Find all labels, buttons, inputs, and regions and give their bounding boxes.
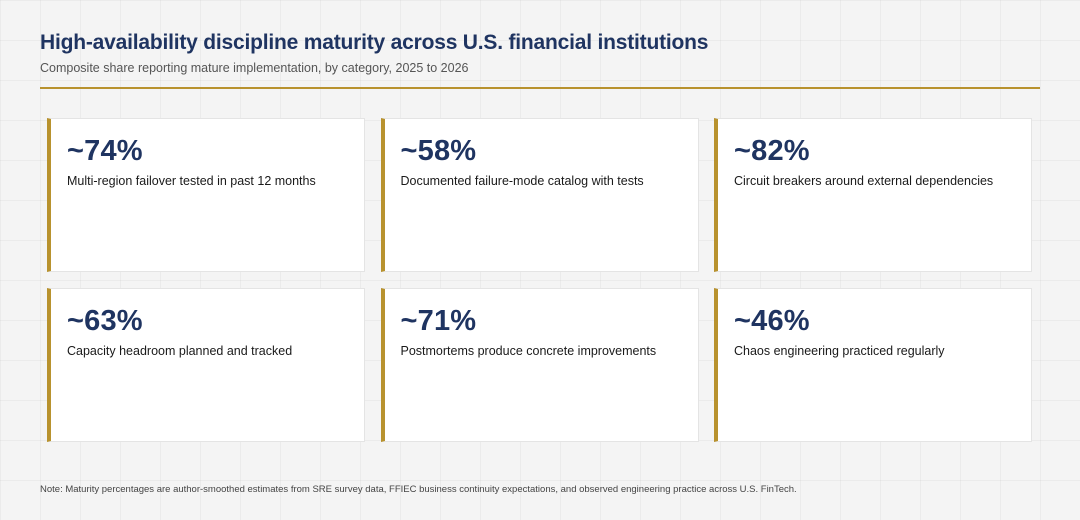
metric-value: ~71% (400, 305, 477, 337)
metric-label: Multi-region failover tested in past 12 … (67, 174, 316, 188)
metric-card-chaos-engineering: ~46% Chaos engineering practiced regular… (714, 288, 1032, 442)
metric-card-capacity-headroom: ~63% Capacity headroom planned and track… (47, 288, 365, 442)
metric-card-grid: ~74% Multi-region failover tested in pas… (47, 118, 1032, 442)
header-divider (40, 87, 1040, 89)
metric-value: ~58% (400, 135, 477, 167)
chart-header: High-availability discipline maturity ac… (40, 28, 1040, 76)
metric-label: Chaos engineering practiced regularly (734, 344, 945, 358)
metric-card-multi-region-failover: ~74% Multi-region failover tested in pas… (47, 118, 365, 272)
metric-label: Circuit breakers around external depende… (734, 174, 994, 188)
metric-value: ~46% (734, 305, 810, 337)
metric-value: ~74% (67, 135, 143, 167)
metric-label: Documented failure-mode catalog with tes… (400, 174, 644, 188)
metric-value: ~63% (67, 305, 143, 337)
metric-card-postmortems: ~71% Postmortems produce concrete improv… (380, 288, 699, 442)
chart-subtitle: Composite share reporting mature impleme… (40, 61, 469, 75)
metric-card-failure-mode-catalog: ~58% Documented failure-mode catalog wit… (380, 118, 699, 272)
metric-label: Capacity headroom planned and tracked (67, 344, 293, 358)
metric-label: Postmortems produce concrete improvement… (400, 344, 657, 358)
metric-card-circuit-breakers: ~82% Circuit breakers around external de… (714, 118, 1032, 272)
metric-value: ~82% (734, 135, 810, 167)
source-note: Note: Maturity percentages are author-sm… (40, 484, 797, 495)
chart-title: High-availability discipline maturity ac… (40, 31, 709, 54)
